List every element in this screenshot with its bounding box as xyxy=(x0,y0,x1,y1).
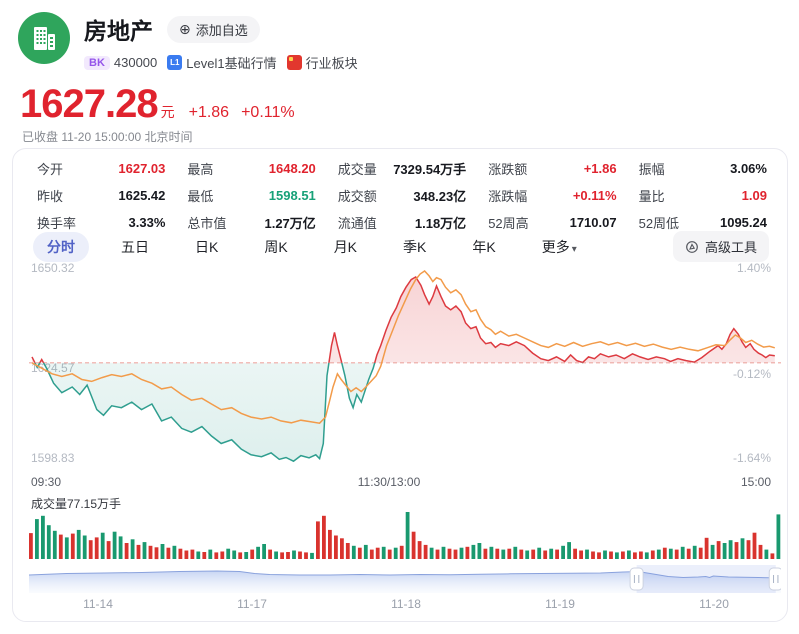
pct-axis-top: 1.40% xyxy=(736,261,771,275)
chevron-down-icon: ▾ xyxy=(571,243,577,255)
volume-bars xyxy=(29,512,781,560)
page-title: 房地产 xyxy=(84,18,153,44)
price-unit: 元 xyxy=(160,104,175,120)
nav-date-0: 11-14 xyxy=(83,597,113,611)
navigator-area xyxy=(29,571,781,593)
navigator-handle-right[interactable] xyxy=(768,567,781,591)
price-change-pct: +0.11% xyxy=(241,104,295,121)
stat-high: 最高 1648.20 xyxy=(187,161,316,177)
sector-type[interactable]: 行业板块 xyxy=(286,53,358,72)
price-area-below xyxy=(34,362,375,462)
time-open: 09:30 xyxy=(31,475,62,489)
add-watchlist-button[interactable]: ⊕ 添加自选 xyxy=(167,15,260,43)
nav-date-4: 11-20 xyxy=(699,597,729,611)
volume-chart[interactable] xyxy=(29,511,781,561)
stat-turnover-amt: 成交额 348.23亿 xyxy=(337,189,467,204)
quote-card: 今开 1627.03 最高 1648.20 成交量 7329.54万手 涨跌额 +1.8… xyxy=(12,148,788,622)
price-line-below xyxy=(34,362,695,463)
y-axis-bottom: 1598.83 xyxy=(31,451,75,465)
stat-change: 涨跌额 +1.86 xyxy=(488,161,617,177)
price-block: 1627.28 元 +1.86 +0.11% xyxy=(20,82,295,127)
stats-grid: 今开 1627.03 最高 1648.20 成交量 7329.54万手 涨跌额 +1.8… xyxy=(37,159,767,232)
intraday-chart[interactable] xyxy=(29,263,781,473)
stat-prev-close: 昨收 1625.42 xyxy=(37,188,166,204)
stat-volume: 成交量 7329.54万手 xyxy=(337,162,467,177)
stat-low: 最低 1598.51 xyxy=(187,188,316,204)
price-area-above xyxy=(32,277,775,363)
bk-badge: BK xyxy=(84,55,110,70)
stat-turnover-rate: 换手率 3.33% xyxy=(37,215,166,231)
navigator-line xyxy=(29,570,781,579)
stat-vol-ratio: 量比 1.09 xyxy=(638,188,767,204)
sector-avatar xyxy=(18,12,70,64)
range-navigator[interactable] xyxy=(29,565,781,593)
sector-flag-icon xyxy=(286,55,302,70)
y-axis-top: 1650.32 xyxy=(31,261,75,275)
nav-date-3: 11-19 xyxy=(545,597,575,611)
tab-5day[interactable]: 五日 xyxy=(121,238,149,255)
volume-title: 成交量77.15万手 xyxy=(31,497,122,511)
header: 房地产 ⊕ 添加自选 BK 430000 L1 Level1基础行情 行业板块 xyxy=(18,12,358,72)
tab-yearly-k[interactable]: 年K xyxy=(472,238,496,255)
tab-quarterly-k[interactable]: 季K xyxy=(403,238,427,255)
price-change: +1.86 xyxy=(188,104,230,121)
current-price: 1627.28 xyxy=(20,82,159,126)
tab-intraday[interactable]: 分时 xyxy=(33,231,89,262)
market-status: 已收盘 11-20 15:00:00 北京时间 xyxy=(22,130,193,144)
stat-change-pct: 涨跌幅 +0.11% xyxy=(488,188,617,204)
pct-axis-mid: -0.12% xyxy=(732,367,771,381)
circle-plus-icon: ⊕ xyxy=(179,20,191,37)
price-line-above xyxy=(31,275,775,363)
stock-code: BK 430000 xyxy=(84,55,157,70)
navigator-selection[interactable] xyxy=(636,565,776,593)
tab-monthly-k[interactable]: 月K xyxy=(333,238,358,255)
time-close: 15:00 xyxy=(740,475,771,489)
chart-tabbar: 分时 五日 日K 周K 月K 季K 年K 更多 ▾ 高级工具 xyxy=(33,231,769,262)
quote-level[interactable]: L1 Level1基础行情 xyxy=(167,53,277,72)
nav-date-2: 11-18 xyxy=(391,597,421,611)
time-mid: 11:30/13:00 xyxy=(357,475,421,489)
pct-axis-bottom: -1.64% xyxy=(732,451,771,465)
nav-date-1: 11-17 xyxy=(237,597,267,611)
stat-open: 今开 1627.03 xyxy=(37,161,166,177)
stat-52w-low: 52周低 1095.24 xyxy=(638,215,767,231)
tab-more[interactable]: 更多 ▾ xyxy=(541,238,577,255)
level1-icon: L1 xyxy=(167,55,183,70)
stat-amplitude: 振幅 3.06% xyxy=(638,161,767,177)
tools-icon xyxy=(686,240,698,253)
advanced-tools-button[interactable]: 高级工具 xyxy=(672,231,769,262)
building-icon xyxy=(34,27,55,50)
stat-52w-high: 52周高 1710.07 xyxy=(488,215,617,231)
average-price-line xyxy=(31,270,776,425)
tab-weekly-k[interactable]: 周K xyxy=(264,238,288,255)
tab-daily-k[interactable]: 日K xyxy=(195,238,219,255)
navigator-handle-left[interactable] xyxy=(629,567,644,591)
stat-market-cap: 总市值 1.27万亿 xyxy=(187,216,316,231)
stat-float-cap: 流通值 1.18万亿 xyxy=(337,216,467,231)
